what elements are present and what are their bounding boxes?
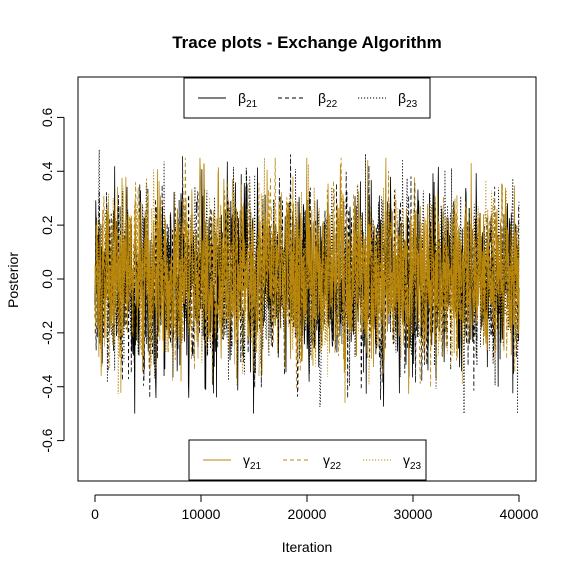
chart-title: Trace plots - Exchange Algorithm [172,33,442,52]
x-axis-label: Iteration [282,539,333,555]
x-tick-label: 0 [91,506,99,522]
x-tick-label: 20000 [288,506,327,522]
y-tick-label: 0.6 [39,107,55,127]
y-tick-label: 0.4 [39,161,55,181]
y-tick-label: -0.6 [39,428,55,452]
y-tick-label: 0.2 [39,215,55,235]
series-line-gamma-23 [94,157,520,394]
legend-gamma: γ21 γ22 γ23 [188,439,427,481]
x-axis: 0 10000 20000 30000 40000 [91,494,539,522]
legend-beta: β21 β22 β23 [183,77,431,119]
y-tick-label: -0.2 [39,321,55,345]
y-axis-label: Posterior [5,252,21,308]
plot-frame [77,76,537,482]
y-tick-label: 0.0 [39,269,55,289]
x-tick-label: 30000 [394,506,433,522]
series-layer [94,149,520,414]
y-axis: -0.6 -0.4 -0.2 0.0 0.2 0.4 0.6 [39,107,65,453]
x-tick-label: 40000 [500,506,539,522]
x-tick-label: 10000 [182,506,221,522]
y-tick-label: -0.4 [39,374,55,398]
